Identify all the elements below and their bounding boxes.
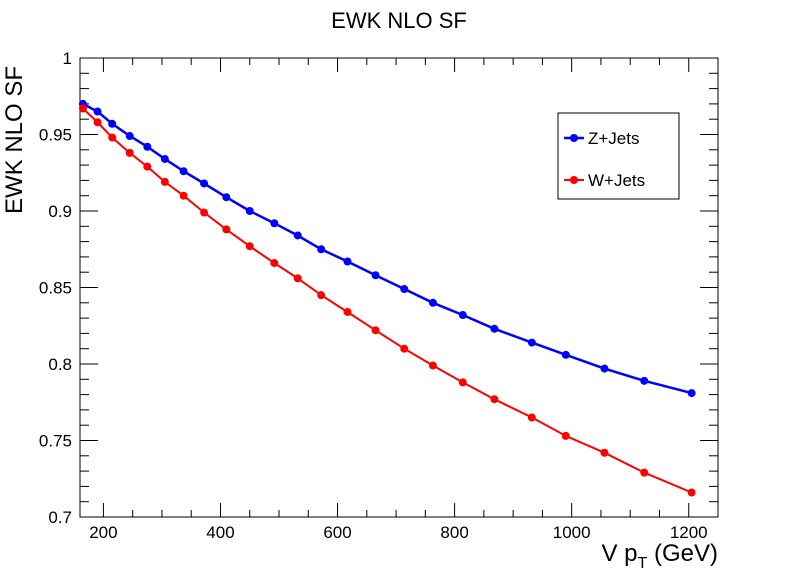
y-tick-label: 0.8 [48, 355, 72, 374]
data-point-w-jets [640, 468, 649, 477]
legend-label-z-jets: Z+Jets [588, 129, 640, 148]
x-tick-label: 1000 [553, 523, 591, 542]
data-point-w-jets [293, 274, 302, 283]
data-point-w-jets [371, 326, 380, 335]
data-point-w-jets [160, 177, 169, 186]
y-tick-label: 1 [63, 49, 72, 68]
data-point-z-jets [317, 245, 326, 254]
chart-title: EWK NLO SF [331, 8, 467, 33]
legend: Z+Jets W+Jets [557, 112, 680, 200]
data-point-z-jets [400, 285, 409, 294]
data-point-z-jets [125, 132, 134, 141]
data-point-w-jets [317, 291, 326, 300]
data-point-z-jets [179, 167, 188, 176]
data-point-z-jets [108, 119, 117, 128]
data-point-w-jets [93, 118, 102, 127]
x-axis-title-main: V p [602, 540, 638, 567]
x-tick-label: 600 [323, 523, 351, 542]
data-point-z-jets [527, 338, 536, 347]
data-point-w-jets [245, 242, 254, 251]
series-layer [78, 99, 696, 497]
x-tick-label: 800 [440, 523, 468, 542]
legend-marker-z-jets [570, 134, 578, 142]
legend-marker-w-jets [570, 176, 578, 184]
y-tick-label: 0.85 [39, 279, 72, 298]
data-point-z-jets [687, 389, 696, 398]
legend-box [557, 112, 680, 200]
data-point-w-jets [687, 488, 696, 497]
data-point-w-jets [143, 162, 152, 171]
data-point-w-jets [428, 361, 437, 370]
x-axis-title-tail: (GeV) [647, 540, 718, 567]
data-point-z-jets [371, 271, 380, 280]
data-point-w-jets [400, 344, 409, 353]
data-point-w-jets [222, 225, 231, 234]
data-point-z-jets [222, 193, 231, 202]
data-point-z-jets [293, 231, 302, 240]
data-point-w-jets [527, 413, 536, 422]
y-axis-ticks: 0.7 0.75 0.8 0.85 0.9 0.95 1 [39, 49, 718, 527]
data-point-z-jets [200, 179, 209, 188]
data-point-z-jets [561, 350, 570, 359]
x-axis-title: V pT (GeV) [602, 540, 719, 572]
y-tick-label: 0.7 [48, 508, 72, 527]
data-point-z-jets [428, 298, 437, 307]
data-point-w-jets [343, 307, 352, 316]
x-tick-label: 200 [89, 523, 117, 542]
y-tick-label: 0.95 [39, 126, 72, 145]
data-point-w-jets [270, 259, 279, 268]
x-axis-ticks: 200 400 600 800 1000 1200 [89, 58, 719, 542]
data-point-z-jets [458, 311, 467, 320]
data-point-w-jets [458, 378, 467, 387]
y-tick-label: 0.9 [48, 202, 72, 221]
legend-label-w-jets: W+Jets [588, 171, 645, 190]
data-point-z-jets [270, 219, 279, 228]
data-point-w-jets [78, 104, 87, 113]
data-point-w-jets [600, 448, 609, 457]
data-point-w-jets [490, 395, 499, 404]
data-point-z-jets [343, 257, 352, 266]
data-point-w-jets [561, 431, 570, 440]
data-point-w-jets [179, 191, 188, 200]
y-tick-label: 0.75 [39, 432, 72, 451]
data-point-z-jets [600, 364, 609, 373]
data-point-w-jets [125, 148, 134, 157]
data-point-w-jets [108, 133, 117, 142]
data-point-z-jets [490, 324, 499, 333]
data-point-z-jets [93, 107, 102, 116]
data-point-z-jets [143, 142, 152, 151]
data-point-w-jets [200, 208, 209, 217]
x-axis-title-sub: T [638, 555, 648, 572]
y-axis-title: EWK NLO SF [1, 66, 28, 214]
data-point-z-jets [245, 207, 254, 215]
data-point-z-jets [640, 376, 649, 385]
data-point-z-jets [160, 154, 169, 163]
x-tick-label: 1200 [670, 523, 708, 542]
x-tick-label: 400 [206, 523, 234, 542]
